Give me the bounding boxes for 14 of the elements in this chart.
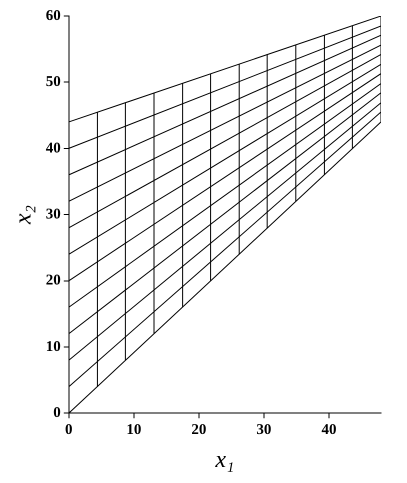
x-tick-label: 20 [191, 422, 206, 438]
x-tick-label: 30 [256, 422, 272, 438]
x-tick-label: 10 [126, 422, 142, 438]
y-tick-label: 60 [46, 8, 61, 24]
y-tick-label: 30 [46, 206, 61, 222]
y-axis-title: x₂ [10, 205, 37, 226]
x-tick-label: 0 [65, 422, 73, 438]
x-axis-title: x₁ [214, 446, 234, 473]
y-tick-label: 20 [46, 272, 61, 289]
y-tick-label: 10 [46, 338, 61, 355]
y-tick-label: 0 [53, 405, 61, 422]
y-tick-label: 50 [46, 74, 61, 90]
y-tick-label: 40 [46, 140, 61, 156]
x-tick-label: 40 [321, 422, 336, 438]
